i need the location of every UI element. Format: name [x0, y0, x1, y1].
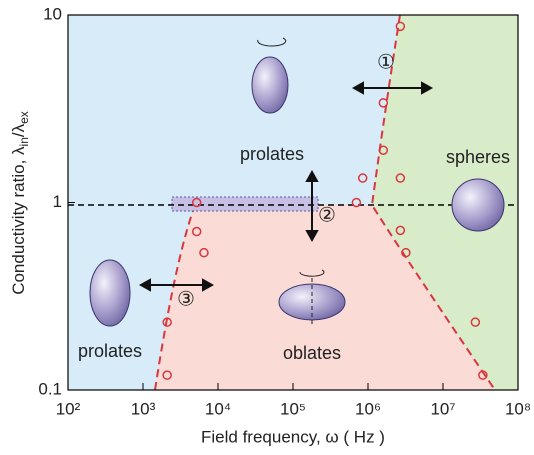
annotation: ② — [318, 204, 336, 226]
arrows — [138, 81, 434, 292]
annotation: ① — [377, 51, 395, 73]
region-sphere — [372, 15, 518, 390]
data-point — [162, 317, 172, 327]
y-tick-label: 0.1 — [38, 379, 62, 398]
y-label-part: /λ — [9, 123, 28, 137]
annotation: ③ — [177, 288, 195, 310]
x-tick-label: 10² — [56, 399, 81, 418]
data-point — [357, 173, 368, 183]
sphere-icon — [451, 178, 505, 232]
y-tick-label: 10 — [43, 4, 62, 23]
data-point — [199, 247, 209, 258]
y-axis-label: Conductivity ratio, λin/λex — [9, 111, 31, 295]
data-point — [395, 173, 406, 183]
y-label-part: in — [17, 137, 31, 146]
annotation: prolates — [78, 341, 142, 361]
x-tick-label: 10⁸ — [505, 399, 531, 418]
annotation: spheres — [446, 147, 510, 167]
rotation — [299, 269, 325, 277]
x-tick-label: 10⁷ — [430, 399, 455, 418]
data-point — [162, 370, 172, 380]
x-tick-label: 10⁴ — [205, 399, 231, 418]
data-point — [191, 197, 202, 208]
x-axis-label: Field frequency, ω ( Hz ) — [201, 427, 385, 446]
data-point — [378, 145, 389, 155]
data-point — [401, 247, 411, 258]
rotation — [257, 37, 287, 47]
data-point — [378, 98, 389, 108]
y-tick-label: 1 — [53, 192, 62, 211]
data-point — [478, 370, 488, 380]
y-label-part: Conductivity ratio, λ — [9, 146, 28, 295]
annotation: oblates — [283, 343, 341, 363]
data-point — [191, 226, 202, 237]
data-point — [470, 317, 481, 327]
highlight-box — [171, 196, 319, 212]
annotation: prolates — [240, 144, 304, 164]
data-point — [395, 225, 406, 236]
y-label-part: ex — [17, 111, 31, 124]
x-tick-label: 10⁵ — [280, 399, 306, 418]
boundary — [154, 204, 196, 391]
prolate-icon — [89, 259, 131, 327]
x-tick-label: 10³ — [131, 399, 156, 418]
data-point — [395, 21, 406, 32]
prolate-icon — [251, 56, 289, 114]
x-tick-label: 10⁶ — [355, 399, 381, 418]
data-point — [351, 197, 362, 208]
